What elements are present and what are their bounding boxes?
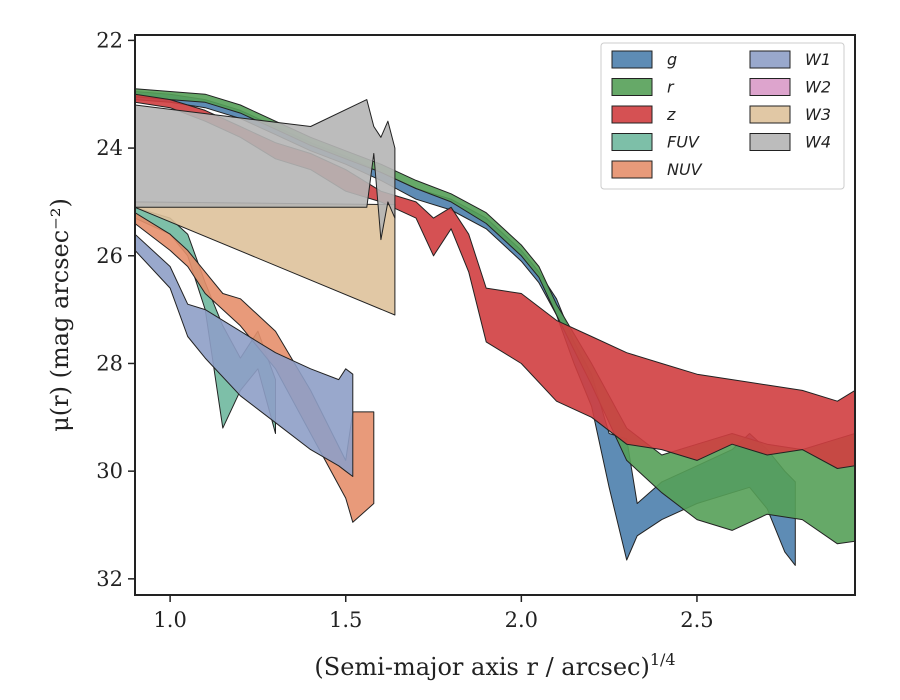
legend-swatch-w2 bbox=[749, 78, 791, 96]
band-w1 bbox=[135, 233, 354, 477]
y-tick-label: 30 bbox=[96, 459, 123, 483]
x-tick-label: 1.0 bbox=[153, 608, 186, 632]
y-axis: 22 24 26 28 30 32 bbox=[96, 28, 135, 591]
y-axis-label: μ(r) (mag arcsec⁻²) bbox=[46, 198, 74, 432]
legend-swatch-r bbox=[611, 78, 653, 96]
y-tick-label: 32 bbox=[96, 567, 123, 591]
legend-label-fuv: FUV bbox=[667, 133, 700, 152]
legend: grz FUV NUV W1 W2 W3 W4 bbox=[600, 42, 845, 190]
legend-label-z: z bbox=[666, 105, 676, 124]
x-tick-label: 1.5 bbox=[329, 608, 362, 632]
x-axis-label: (Semi-major axis r / arcsec)1/4 bbox=[314, 650, 675, 681]
legend-swatch-z bbox=[611, 105, 653, 124]
legend-label-r: r bbox=[667, 78, 675, 97]
band-nuv bbox=[135, 212, 375, 523]
legend-swatch-fuv bbox=[611, 133, 653, 151]
y-tick-label: 26 bbox=[96, 244, 123, 268]
plot-frame bbox=[134, 34, 856, 596]
legend-swatch-w3 bbox=[749, 105, 791, 124]
series-areas bbox=[135, 88, 855, 566]
legend-label-w2: W2 bbox=[805, 78, 831, 97]
legend-label-g: g bbox=[667, 50, 677, 69]
x-tick-label: 2.0 bbox=[505, 608, 538, 632]
y-tick-label: 24 bbox=[96, 136, 123, 160]
legend-label-w4: W4 bbox=[805, 133, 831, 152]
y-tick-label: 28 bbox=[96, 351, 123, 375]
x-axis: 1.0 1.5 2.0 2.5 bbox=[153, 595, 714, 632]
legend-label-w1: W1 bbox=[805, 50, 831, 69]
band-w4 bbox=[135, 99, 396, 241]
legend-swatch-g bbox=[611, 50, 653, 69]
legend-label-nuv: NUV bbox=[667, 160, 703, 179]
x-tick-label: 2.5 bbox=[680, 608, 713, 632]
legend-label-w3: W3 bbox=[805, 105, 831, 124]
legend-swatch-nuv bbox=[611, 160, 653, 179]
legend-swatch-w1 bbox=[749, 50, 791, 69]
legend-swatch-w4 bbox=[749, 133, 791, 151]
y-tick-label: 22 bbox=[96, 28, 123, 52]
